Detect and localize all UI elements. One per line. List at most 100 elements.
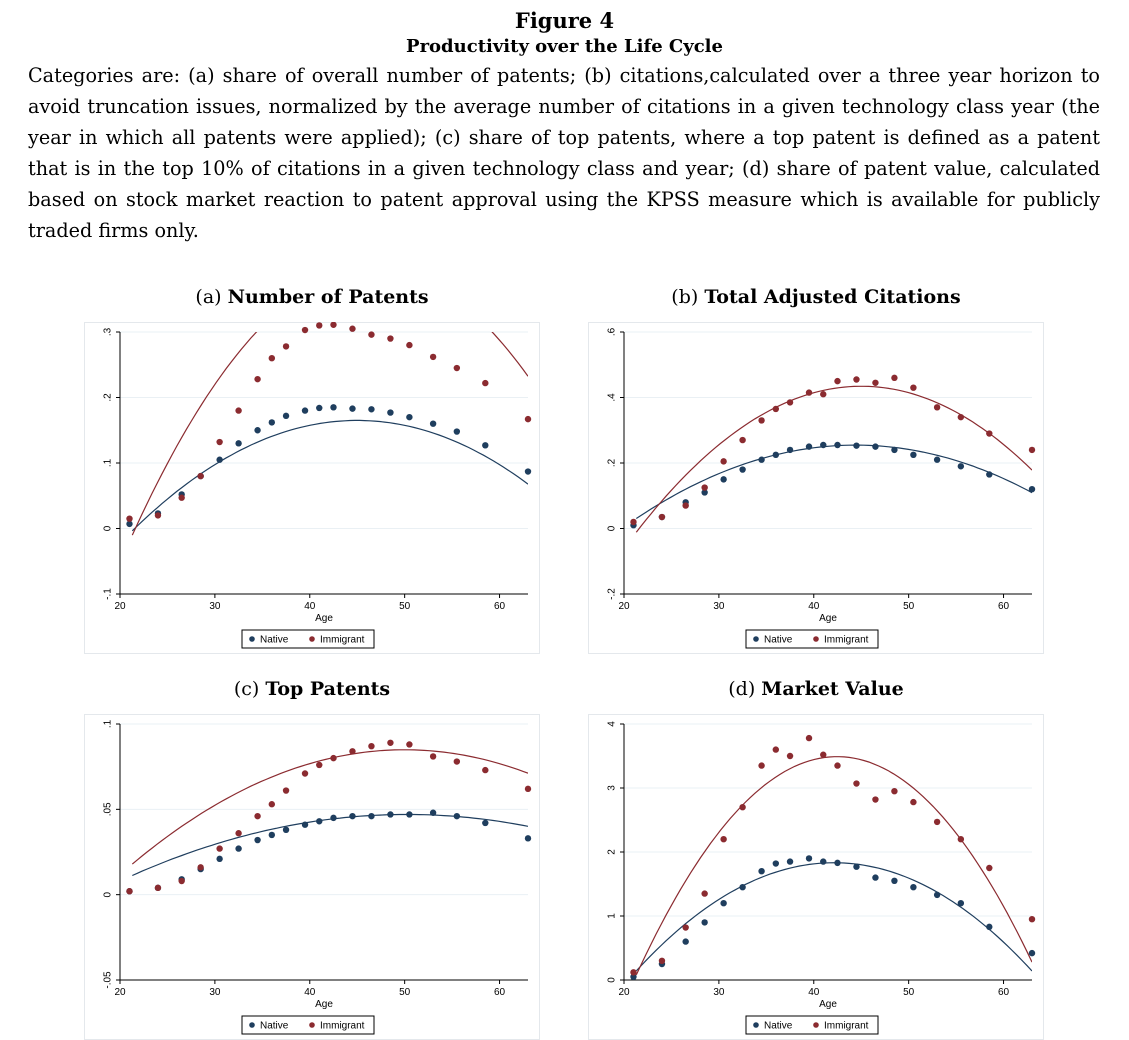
chart-frame: [588, 714, 1044, 1040]
panel-title: (a) Number of Patents: [84, 286, 540, 308]
panel-name: Number of Patents: [227, 286, 429, 308]
data-point-immigrant: [1028, 916, 1036, 923]
data-point-immigrant: [216, 845, 223, 852]
data-point-native: [739, 884, 746, 891]
data-point-immigrant: [1028, 446, 1036, 454]
y-tick-label: 4: [607, 721, 618, 727]
data-point-native: [834, 441, 841, 449]
data-point-immigrant: [482, 379, 489, 387]
data-point-native: [758, 456, 765, 463]
legend-label-immigrant: Immigrant: [320, 635, 365, 646]
legend: Native Immigrant: [745, 1015, 879, 1035]
data-point-immigrant: [891, 374, 898, 382]
data-point-immigrant: [387, 335, 394, 342]
data-point-native: [301, 821, 309, 828]
legend-label-immigrant: Immigrant: [824, 635, 869, 646]
y-tick-label: 1: [607, 913, 618, 919]
x-tick-label: 20: [114, 601, 126, 612]
x-tick-label: 60: [998, 601, 1010, 612]
y-tick-label: -.2: [607, 588, 618, 600]
x-axis-label: Age: [315, 613, 333, 624]
data-point-immigrant: [197, 864, 204, 871]
data-point-native: [720, 900, 727, 907]
figure-caption: Categories are: (a) share of overall num…: [28, 64, 1100, 242]
data-point-native: [482, 442, 489, 449]
data-point-immigrant: [933, 404, 941, 411]
legend: Native Immigrant: [241, 629, 375, 649]
data-point-native: [349, 812, 356, 820]
data-point-immigrant: [368, 331, 375, 338]
legend-marker: [753, 1022, 759, 1028]
y-tick-label: .05: [103, 802, 114, 816]
legend-marker: [309, 1022, 315, 1028]
data-point-immigrant: [197, 472, 204, 480]
legend-label-native: Native: [764, 635, 793, 646]
y-tick-label: -.05: [103, 971, 114, 989]
data-point-immigrant: [853, 780, 860, 787]
data-point-immigrant: [986, 430, 993, 437]
data-point-immigrant: [786, 752, 794, 760]
data-point-native: [254, 427, 261, 434]
data-point-native: [235, 845, 242, 852]
data-point-native: [739, 466, 746, 473]
data-point-immigrant: [524, 415, 532, 423]
panel-c: (c) Top Patents -.05 0 .05 .1 20 30 40 50 60 Age N…: [84, 674, 540, 1040]
data-point-native: [216, 456, 223, 463]
data-point-native: [957, 900, 965, 907]
panel-title: (c) Top Patents: [84, 678, 540, 700]
data-point-native: [701, 919, 708, 926]
chart-number-of-patents: -.1 0 .1 .2 .3 20 30 40 50 60 Age Native Immigrant: [84, 322, 540, 654]
data-point-native: [682, 938, 689, 945]
data-point-immigrant: [739, 804, 746, 811]
data-point-immigrant: [701, 484, 708, 491]
y-tick-label: 0: [607, 525, 618, 531]
data-point-immigrant: [910, 384, 917, 391]
panel-a: (a) Number of Patents -.1 0 .1 .2 .3 20 30 40 50…: [84, 282, 540, 654]
data-point-immigrant: [254, 812, 261, 820]
x-tick-label: 20: [618, 987, 630, 998]
data-point-native: [933, 891, 941, 899]
y-tick-label: .4: [607, 393, 618, 402]
data-point-immigrant: [524, 785, 532, 793]
data-point-native: [429, 420, 437, 427]
panel-name: Market Value: [761, 678, 904, 700]
data-point-native: [630, 973, 637, 980]
data-point-immigrant: [268, 801, 276, 808]
data-point-immigrant: [235, 407, 242, 414]
data-point-immigrant: [772, 746, 780, 753]
data-point-native: [786, 858, 794, 865]
legend-marker: [753, 636, 759, 642]
x-tick-label: 40: [304, 601, 316, 612]
data-point-immigrant: [658, 513, 666, 521]
data-point-immigrant: [720, 836, 727, 843]
data-point-native: [891, 877, 898, 884]
data-point-native: [986, 471, 993, 478]
data-point-native: [701, 489, 708, 496]
data-point-immigrant: [805, 389, 813, 396]
data-point-native: [872, 874, 879, 881]
y-tick-label: .2: [103, 393, 114, 402]
legend-label-native: Native: [764, 1021, 793, 1032]
data-point-immigrant: [178, 877, 185, 885]
data-point-immigrant: [368, 742, 375, 750]
data-point-immigrant: [216, 438, 223, 446]
data-point-native: [772, 860, 780, 867]
panel-letter: (c): [233, 678, 260, 700]
data-point-native: [330, 404, 337, 411]
legend-marker: [813, 636, 819, 642]
data-point-native: [910, 884, 917, 891]
data-point-native: [758, 868, 765, 875]
panel-name: Top Patents: [265, 678, 391, 700]
data-point-immigrant: [349, 748, 356, 755]
data-point-immigrant: [682, 502, 689, 509]
data-point-native: [387, 409, 394, 416]
data-point-native: [933, 456, 941, 463]
data-point-native: [872, 443, 879, 450]
chart-frame: [84, 714, 540, 1040]
data-point-native: [453, 428, 461, 435]
panel-letter: (a): [195, 286, 222, 308]
data-point-native: [429, 809, 437, 816]
y-tick-label: 0: [607, 977, 618, 983]
y-tick-label: -.1: [103, 588, 114, 600]
data-point-immigrant: [330, 322, 337, 328]
